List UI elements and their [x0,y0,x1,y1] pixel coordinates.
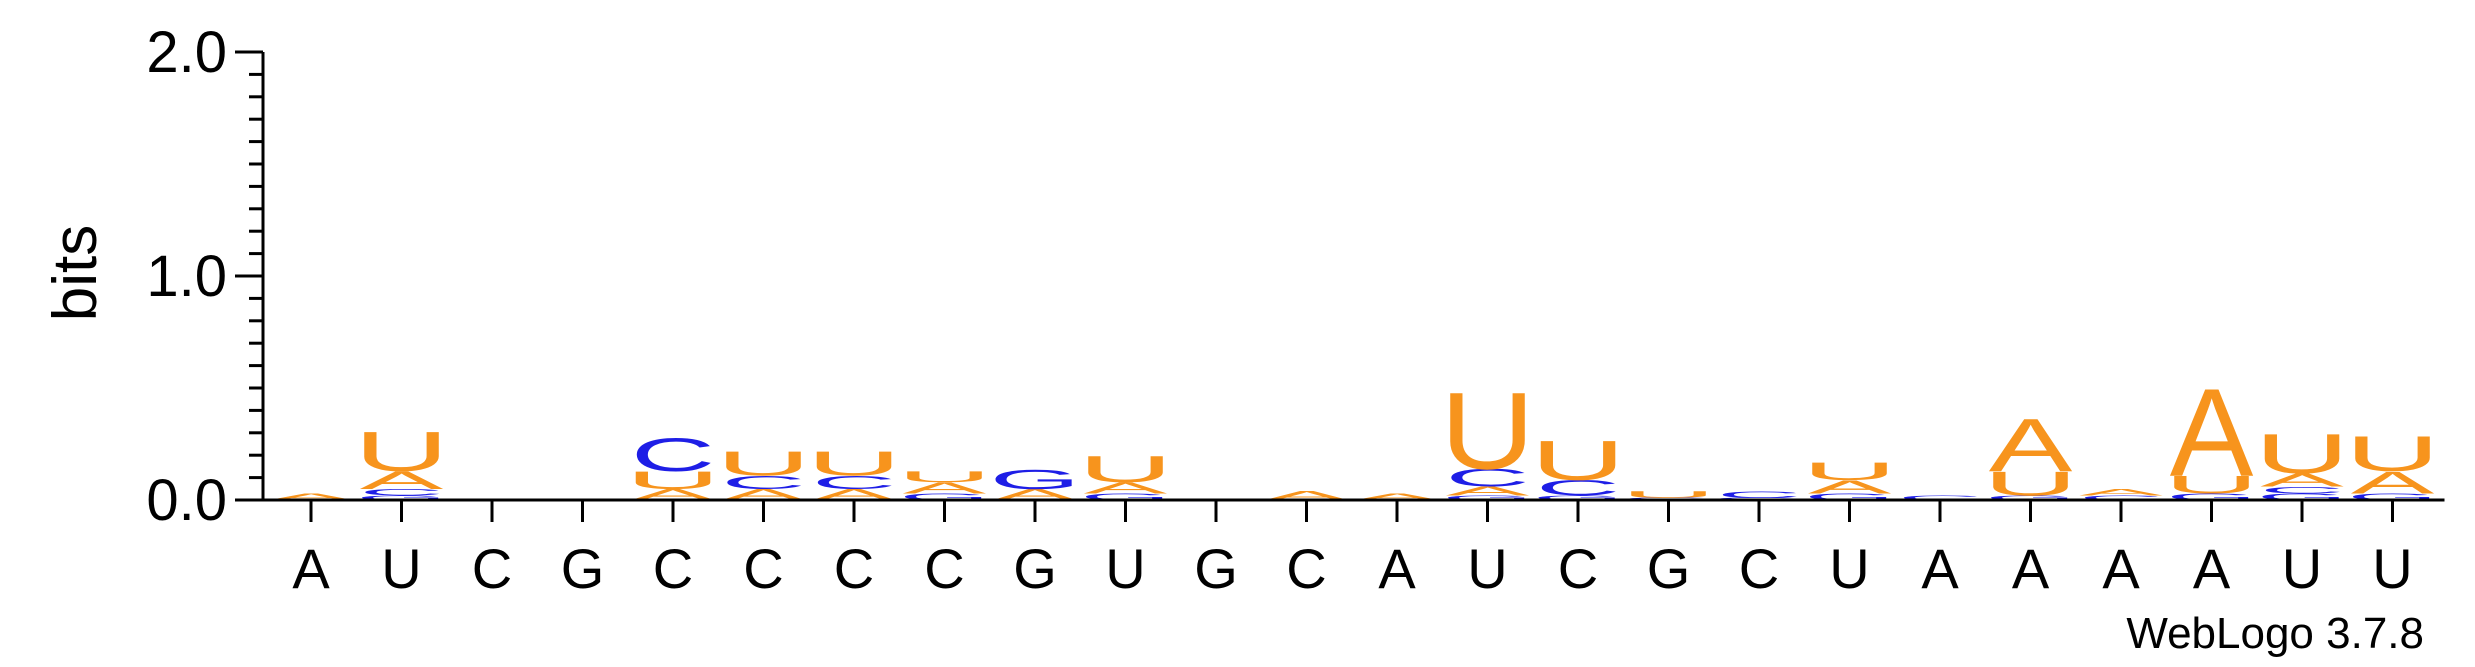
x-tick-label: U [2372,537,2412,600]
logo-letter-C: C [359,487,443,498]
logo-letter-U: U [2345,426,2440,482]
logo-letter-U: U [626,466,721,494]
logo-letter-C: C [721,472,805,493]
logo-letter-U: U [1983,465,2078,503]
x-tick-label: C [1286,537,1326,600]
logo-letter-U: U [1621,489,1716,499]
logo-letter-G: G [356,494,447,501]
letter-stack: GAU [897,468,992,502]
x-tick-label: A [2012,537,2050,600]
logo-letter-U: U [716,445,811,483]
logo-letter-G: G [1442,494,1533,501]
x-tick-label: A [2193,537,2231,600]
logo-letter-U: U [807,445,902,483]
x-tick-label: G [1013,537,1057,600]
y-axis-label: bits [41,225,110,321]
logo-letter-C: C [1445,464,1529,492]
logo-letter-A: A [2351,465,2435,500]
logo-letter-U: U [2255,423,2350,485]
letter-stack: GAU [1802,457,1897,502]
logo-letter-G: G [899,491,990,502]
logo-letter-G: G [2166,491,2257,502]
letter-stack: ACU [716,445,811,504]
x-tick-label: U [2282,537,2322,600]
logo-letter-U: U [1078,449,1173,491]
logo-letter-A: A [1446,484,1530,498]
letter-stack: GUA [2164,362,2259,502]
letter-stack: GAU [1078,449,1173,502]
logo-letter-A: A [2260,470,2344,491]
logo-letter-U: U [354,421,449,483]
logo-letter-C: C [812,472,896,493]
logo-letter-C: C [631,429,715,481]
logo-letter-A: A [1989,403,2073,487]
logo-letter-C: C [1536,476,1620,501]
x-tick-label: A [2102,537,2140,600]
letter-stack: A [1355,492,1440,502]
logo-letter-G: G [1804,491,1895,502]
letter-stack: C [1898,494,1982,501]
x-tick-label: A [1921,537,1959,600]
x-tick-label: C [653,537,693,600]
x-tick-label: G [1194,537,1238,600]
logo-letter-G: G [1080,491,1171,502]
x-tick-label: C [1739,537,1779,600]
logo-letter-A: A [360,466,445,494]
x-tick-label: C [743,537,783,600]
x-tick-label: U [1829,537,1869,600]
x-tick-label: U [381,537,421,600]
letter-stack: GCU [1531,430,1626,502]
logo-letter-G: G [2257,491,2348,502]
logo-letter-C: C [2260,485,2344,496]
logo-letter-A: A [1808,476,1892,497]
y-tick-label: 2.0 [146,20,227,85]
x-tick-label: C [924,537,964,600]
logo-letter-A: A [903,479,987,497]
letter-stack: CA [2079,487,2164,501]
logo-letter-A: A [269,492,354,502]
x-tick-label: A [1378,537,1416,600]
y-tick-label: 1.0 [146,244,227,309]
x-tick-label: A [292,537,330,600]
weblogo-credit: WebLogo 3.7.8 [2126,609,2424,658]
logo-letter-A: A [2170,362,2254,502]
letter-stack: A [269,492,354,502]
y-tick-label: 0.0 [146,468,227,533]
letter-stack: GUA [1983,403,2078,503]
logo-letter-C: C [2079,494,2163,501]
logo-letter-A: A [1084,479,1168,497]
logo-letter-A: A [2079,487,2164,497]
x-tick-label: C [1558,537,1598,600]
x-tick-label: C [472,537,512,600]
letter-stack: GAU [2345,426,2440,502]
x-tick-label: G [561,537,605,600]
x-tick-label: U [1467,537,1507,600]
logo-letter-A: A [1355,492,1440,502]
letter-stack: AUC [626,429,721,504]
x-tick-label: G [1647,537,1691,600]
logo-letter-G: G [2347,491,2438,502]
logo-letter-C: C [1898,494,1982,501]
logo-letter-G: G [990,463,1081,495]
letter-stack: AG [990,463,1081,503]
letter-stacks: AGCAUAUCACUACUGAUAGGAUAAGACUGCUGUGCGAUCG… [269,362,2440,503]
logo-letter-C: C [1717,489,1801,500]
logo-letter-U: U [897,468,992,486]
x-tick-label: C [834,537,874,600]
y-axis: 0.0 1.0 2.0 [146,20,265,533]
x-tick-label: U [1105,537,1145,600]
logo-letter-U: U [1531,430,1626,492]
letter-stack: ACU [807,445,902,504]
logo-letter-U: U [1802,457,1897,485]
logo-letter-U: U [1440,370,1535,492]
x-axis [263,498,2445,522]
logo-letter-G: G [1533,494,1624,501]
logo-letter-G: G [1985,494,2076,501]
logo-letter-U: U [2164,471,2259,499]
